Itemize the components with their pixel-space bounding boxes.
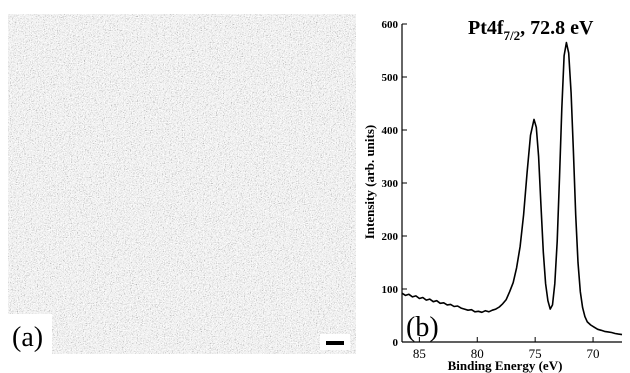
panel-a-label: (a) [12,322,43,353]
spectrum-line [401,41,623,336]
x-axis-label: Binding Energy (eV) [448,358,563,373]
x-tick-label: 80 [471,346,484,361]
panel-b-label: (b) [406,312,439,343]
y-tick-label: 100 [382,284,399,296]
chart-title: Pt4f7/2, 72.8 eV [468,17,594,43]
y-tick-label: 400 [382,125,399,137]
y-axis-label: Intensity (arb. units) [362,125,377,240]
x-tick-label: 85 [413,346,426,361]
stm-image-panel: (a) [8,14,356,354]
xps-spectrum-chart: Pt4f7/2, 72.8 eV Intensity (arb. units) … [362,17,623,373]
scale-bar [326,341,344,345]
chart-title-rest: , 72.8 eV [520,17,594,39]
stm-image-texture [8,14,356,354]
y-tick-label: 500 [382,72,399,84]
chart-title-subscript: 7/2 [504,28,521,43]
x-tick-label: 70 [587,346,600,361]
chart-title-main: Pt4f [468,17,504,39]
y-tick-label: 600 [382,19,399,31]
y-tick-label: 300 [382,178,399,190]
x-tick-label: 75 [529,346,542,361]
y-tick-label: 0 [393,337,399,349]
y-tick-label: 200 [382,231,399,243]
panel-a-label-background [8,314,52,354]
plot-layer: 0 100 200 300 400 500 600 85 80 75 70 [382,19,623,361]
